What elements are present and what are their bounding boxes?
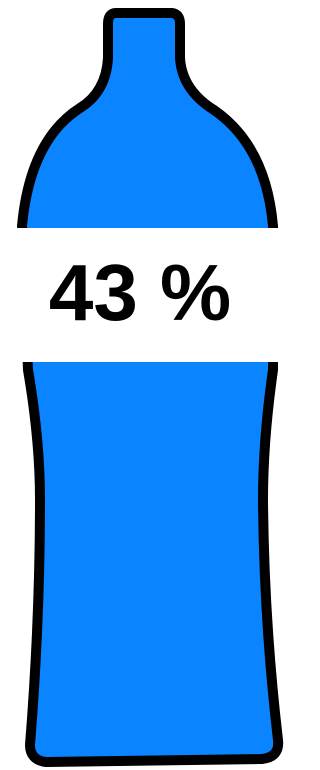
bottle-gauge: 43 % — [0, 0, 293, 770]
percent-label: 43 % — [49, 248, 231, 337]
bottle — [22, 13, 278, 762]
page: 43 % (() => { const data = JSON.parse(do… — [0, 0, 293, 770]
